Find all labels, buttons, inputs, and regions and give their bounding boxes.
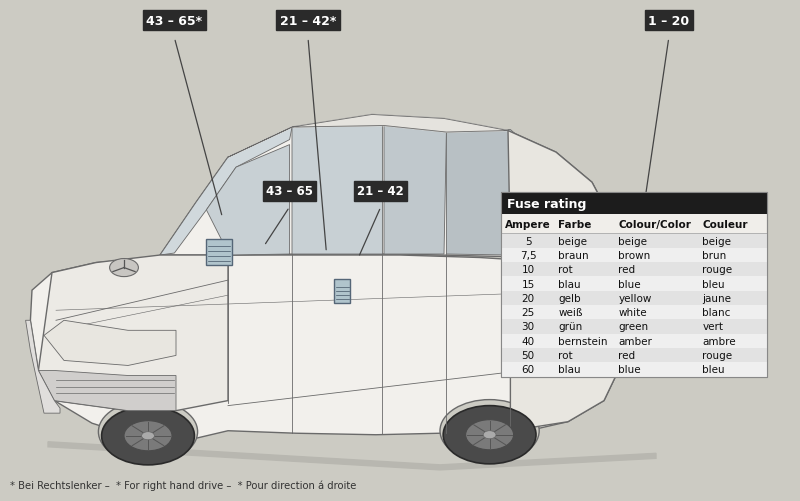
Text: rouge: rouge xyxy=(702,265,733,275)
Circle shape xyxy=(466,420,514,450)
Text: 25: 25 xyxy=(522,308,534,318)
FancyBboxPatch shape xyxy=(610,273,624,321)
Text: rouge: rouge xyxy=(702,350,733,360)
Circle shape xyxy=(102,407,194,465)
Text: blau: blau xyxy=(558,365,581,375)
FancyBboxPatch shape xyxy=(334,279,350,303)
Text: amber: amber xyxy=(618,336,652,346)
FancyBboxPatch shape xyxy=(501,263,767,277)
Text: blue: blue xyxy=(618,279,641,289)
Circle shape xyxy=(110,259,138,277)
Text: yellow: yellow xyxy=(618,293,652,303)
Text: blanc: blanc xyxy=(702,308,730,318)
Text: bernstein: bernstein xyxy=(558,336,608,346)
Circle shape xyxy=(440,400,539,462)
Polygon shape xyxy=(206,145,290,256)
FancyBboxPatch shape xyxy=(501,306,767,320)
Polygon shape xyxy=(292,126,382,255)
Text: braun: braun xyxy=(558,250,589,261)
FancyBboxPatch shape xyxy=(501,234,767,248)
Text: 50: 50 xyxy=(522,350,534,360)
Text: beige: beige xyxy=(618,236,647,246)
Polygon shape xyxy=(38,371,176,411)
Text: weiß: weiß xyxy=(558,308,583,318)
Text: brown: brown xyxy=(618,250,650,261)
Polygon shape xyxy=(384,126,446,255)
Text: green: green xyxy=(618,322,649,332)
Polygon shape xyxy=(228,115,508,158)
Polygon shape xyxy=(26,321,60,413)
Text: 10: 10 xyxy=(522,265,534,275)
Text: 15: 15 xyxy=(522,279,534,289)
Text: 30: 30 xyxy=(522,322,534,332)
Text: red: red xyxy=(618,350,635,360)
FancyBboxPatch shape xyxy=(501,348,767,363)
FancyBboxPatch shape xyxy=(501,291,767,306)
Text: 1 – 20: 1 – 20 xyxy=(648,15,690,28)
Polygon shape xyxy=(44,321,176,366)
Text: 40: 40 xyxy=(522,336,534,346)
Circle shape xyxy=(98,401,198,463)
Text: * Bei Rechtslenker –  * For right hand drive –  * Pour direction á droite: * Bei Rechtslenker – * For right hand dr… xyxy=(10,479,356,490)
Text: Fuse rating: Fuse rating xyxy=(507,197,586,210)
Text: brun: brun xyxy=(702,250,726,261)
Text: Couleur: Couleur xyxy=(702,219,748,229)
Circle shape xyxy=(142,432,154,440)
Polygon shape xyxy=(30,256,620,438)
FancyBboxPatch shape xyxy=(501,193,767,377)
Text: rot: rot xyxy=(558,265,573,275)
Text: 21 – 42*: 21 – 42* xyxy=(280,15,336,28)
Polygon shape xyxy=(446,130,612,256)
Text: beige: beige xyxy=(702,236,731,246)
FancyBboxPatch shape xyxy=(501,277,767,291)
Text: vert: vert xyxy=(702,322,723,332)
Text: 21 – 42: 21 – 42 xyxy=(358,185,404,198)
FancyBboxPatch shape xyxy=(501,363,767,377)
Text: red: red xyxy=(618,265,635,275)
Circle shape xyxy=(483,431,496,439)
Circle shape xyxy=(124,421,172,451)
FancyBboxPatch shape xyxy=(501,320,767,334)
Text: white: white xyxy=(618,308,647,318)
Text: 5: 5 xyxy=(525,236,531,246)
FancyBboxPatch shape xyxy=(206,239,232,266)
Text: 60: 60 xyxy=(522,365,534,375)
Text: beige: beige xyxy=(558,236,587,246)
Polygon shape xyxy=(508,131,620,431)
Polygon shape xyxy=(160,115,620,258)
Text: 43 – 65*: 43 – 65* xyxy=(146,15,202,28)
FancyBboxPatch shape xyxy=(501,193,767,215)
Text: blue: blue xyxy=(618,365,641,375)
Text: ambre: ambre xyxy=(702,336,736,346)
Polygon shape xyxy=(160,128,292,256)
FancyBboxPatch shape xyxy=(501,334,767,348)
Text: blau: blau xyxy=(558,279,581,289)
Text: bleu: bleu xyxy=(702,365,725,375)
Text: rot: rot xyxy=(558,350,573,360)
Text: Farbe: Farbe xyxy=(558,219,592,229)
Text: bleu: bleu xyxy=(702,279,725,289)
Polygon shape xyxy=(38,256,228,411)
Text: jaune: jaune xyxy=(702,293,731,303)
FancyBboxPatch shape xyxy=(501,248,767,263)
Text: 20: 20 xyxy=(522,293,534,303)
Text: Colour/Color: Colour/Color xyxy=(618,219,691,229)
Text: 43 – 65: 43 – 65 xyxy=(266,185,313,198)
Text: Ampere: Ampere xyxy=(505,219,551,229)
Circle shape xyxy=(443,406,536,464)
Polygon shape xyxy=(48,442,656,470)
Text: gelb: gelb xyxy=(558,293,581,303)
Polygon shape xyxy=(608,256,620,301)
Text: 7,5: 7,5 xyxy=(520,250,536,261)
Text: grün: grün xyxy=(558,322,582,332)
